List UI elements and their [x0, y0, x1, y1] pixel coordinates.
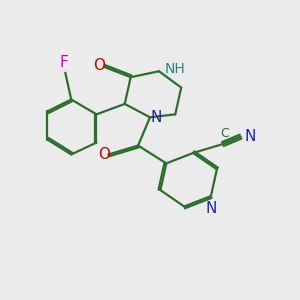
Text: O: O	[94, 58, 106, 73]
Text: N: N	[151, 110, 162, 125]
Text: N: N	[205, 201, 217, 216]
Text: N: N	[244, 129, 256, 144]
Text: C: C	[220, 128, 229, 140]
Text: O: O	[98, 147, 110, 162]
Text: NH: NH	[164, 62, 185, 76]
Text: F: F	[59, 55, 68, 70]
